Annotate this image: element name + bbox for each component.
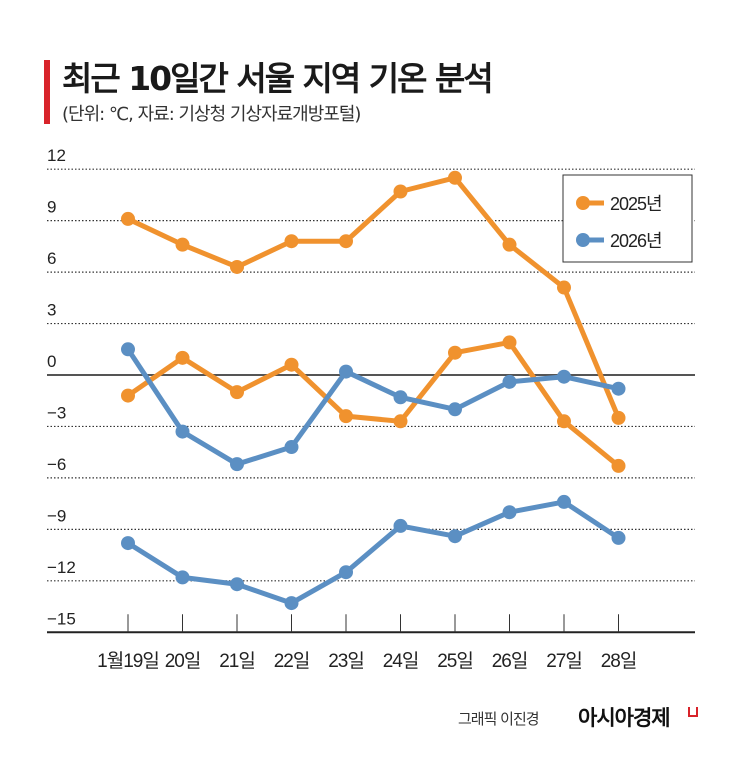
- data-point: [557, 494, 571, 509]
- data-point: [284, 596, 299, 611]
- data-point: [339, 234, 353, 249]
- x-tick-label: 27일: [546, 650, 582, 672]
- data-point: [611, 458, 626, 473]
- data-point: [611, 381, 626, 396]
- data-point: [339, 409, 353, 424]
- legend-swatch-dot: [576, 196, 590, 210]
- data-point: [121, 536, 135, 551]
- x-tick-label: 24일: [383, 650, 419, 672]
- data-point: [557, 369, 571, 384]
- y-tick-label: −6: [47, 455, 66, 474]
- y-tick-label: 9: [47, 198, 56, 217]
- x-tick-label: 1월19일: [97, 650, 159, 672]
- graphic-credit: 그래픽 이진경: [458, 710, 540, 728]
- chart-title: 최근 10일간 서울 지역 기온 분석: [62, 59, 494, 98]
- data-point: [121, 211, 135, 226]
- data-point: [611, 530, 626, 545]
- data-point: [448, 402, 462, 417]
- data-point: [393, 518, 408, 533]
- data-point: [121, 388, 135, 403]
- data-point: [284, 234, 299, 249]
- data-point: [502, 237, 517, 252]
- y-tick-label: −3: [47, 403, 66, 422]
- series-line: [126, 499, 620, 606]
- y-tick-label: 3: [47, 301, 56, 320]
- data-point: [284, 440, 299, 455]
- series-line: [126, 175, 621, 419]
- x-tick-label: 21일: [219, 650, 255, 672]
- data-point: [448, 170, 462, 185]
- data-point: [339, 565, 353, 580]
- data-point: [448, 529, 462, 544]
- x-tick-label: 22일: [274, 650, 310, 672]
- series-line: [126, 339, 621, 468]
- brand-mark-icon: [688, 707, 698, 717]
- data-point: [175, 570, 190, 585]
- legend-label: 2025년: [610, 194, 662, 214]
- legend-swatch-dot: [576, 233, 590, 247]
- data-point: [175, 424, 190, 439]
- data-point: [557, 414, 571, 429]
- data-point: [175, 350, 190, 365]
- x-tick-label: 25일: [437, 650, 473, 672]
- x-tick-label: 28일: [601, 650, 637, 672]
- data-point: [175, 237, 190, 252]
- x-tick-label: 23일: [328, 650, 364, 672]
- data-point: [448, 345, 462, 360]
- data-point: [393, 414, 408, 429]
- data-point: [502, 505, 517, 520]
- y-tick-label: −9: [47, 506, 66, 525]
- brand-logo: 아시아경제: [578, 706, 671, 730]
- y-tick-label: 12: [47, 146, 66, 165]
- data-point: [502, 335, 517, 350]
- y-tick-label: −12: [47, 558, 76, 577]
- legend-label: 2026년: [610, 231, 662, 251]
- title-accent-bar: [44, 60, 50, 124]
- data-point: [230, 457, 244, 472]
- data-point: [230, 259, 244, 274]
- data-point: [121, 342, 135, 357]
- x-tick-label: 26일: [492, 650, 528, 672]
- x-tick-label: 20일: [165, 650, 201, 672]
- data-point: [284, 357, 299, 372]
- data-point: [611, 410, 626, 425]
- data-point: [230, 577, 244, 592]
- data-point: [557, 280, 571, 295]
- y-tick-label: 0: [47, 352, 56, 371]
- data-point: [393, 390, 408, 405]
- y-tick-label: −15: [47, 609, 76, 628]
- chart-subtitle: (단위: ℃, 자료: 기상청 기상자료개방포털): [62, 104, 361, 125]
- data-point: [230, 385, 244, 400]
- series-line: [125, 347, 620, 467]
- legend-box: [562, 174, 693, 263]
- data-point: [393, 184, 408, 199]
- data-point: [502, 374, 517, 389]
- data-point: [339, 364, 353, 379]
- y-tick-label: 6: [47, 249, 56, 268]
